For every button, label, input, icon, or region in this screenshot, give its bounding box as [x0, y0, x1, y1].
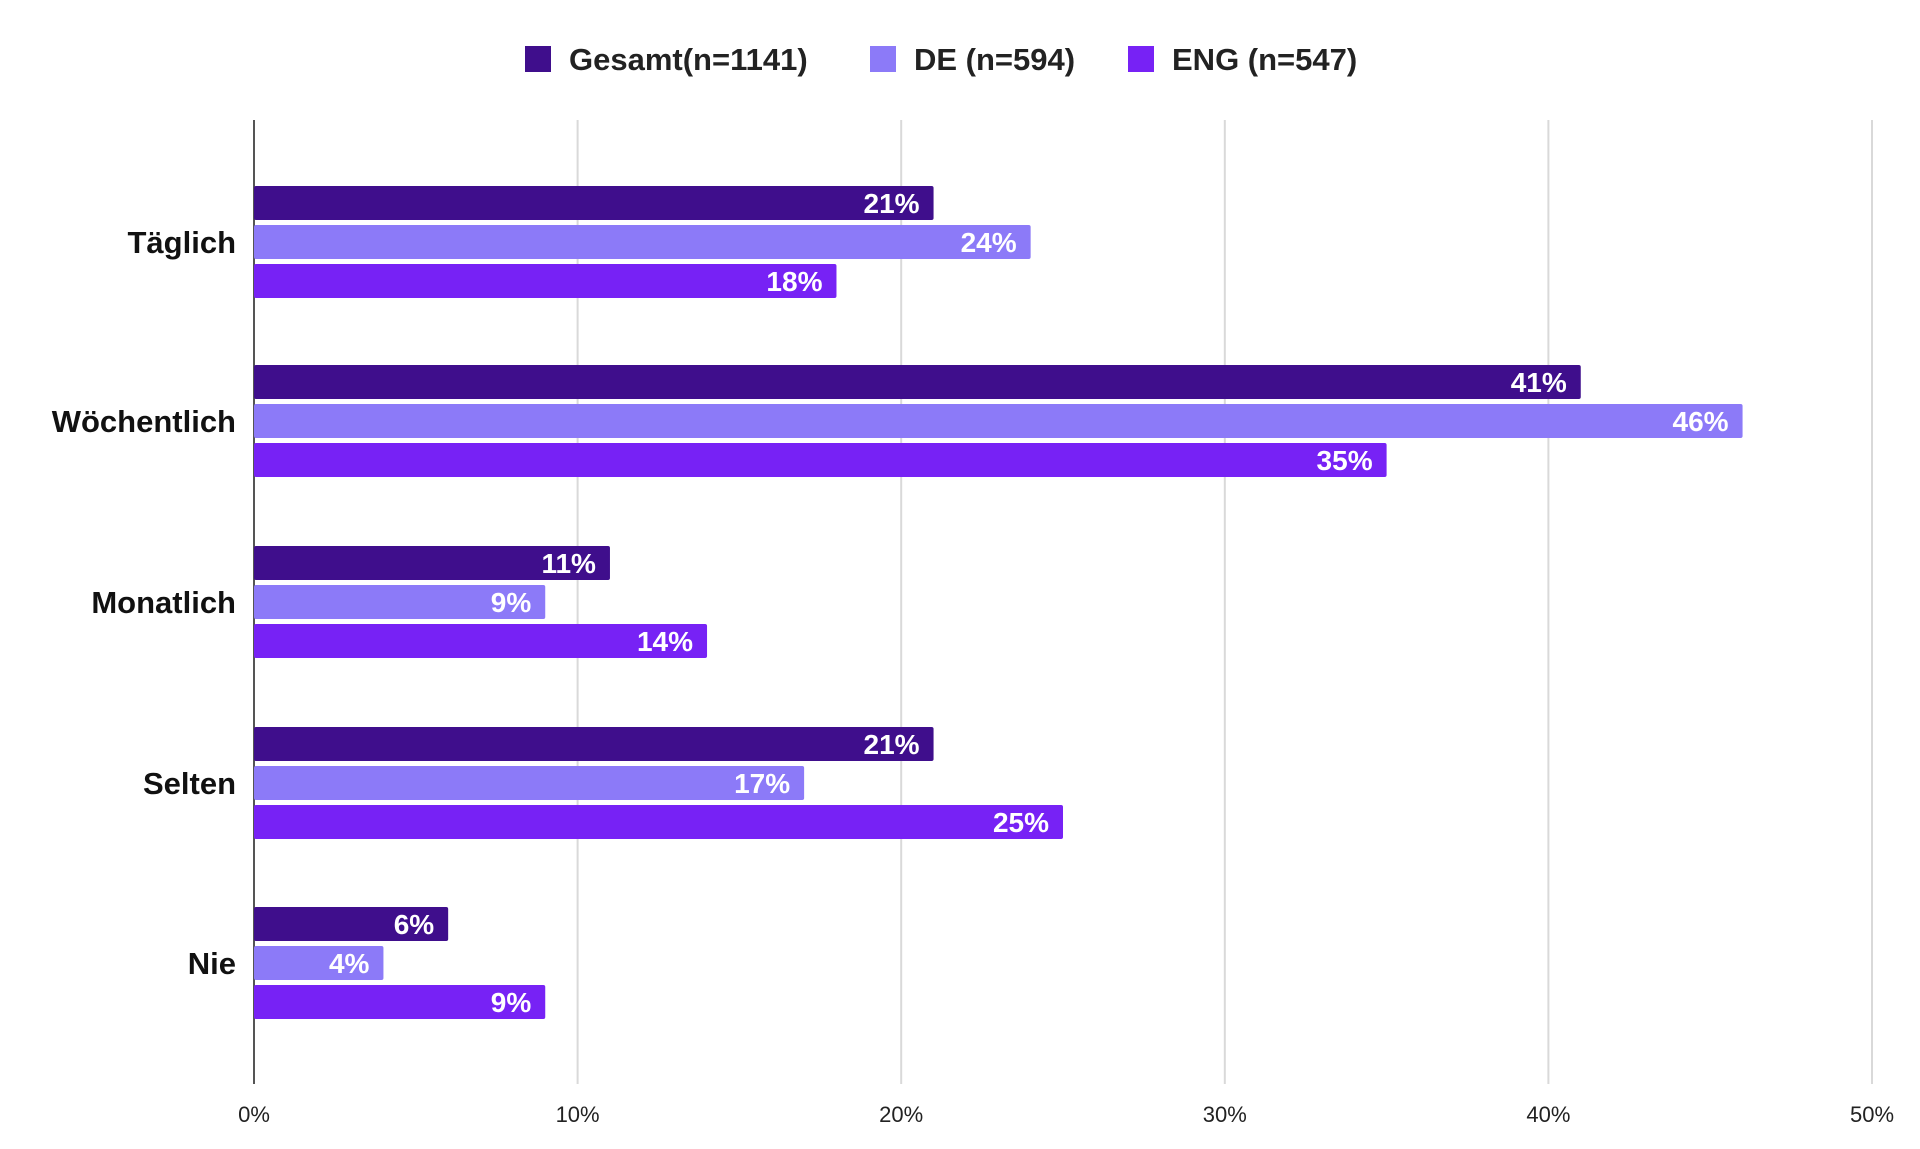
category-label: Wöchentlich	[52, 404, 236, 439]
legend-swatch	[870, 46, 896, 72]
x-tick-label: 20%	[879, 1102, 923, 1127]
x-tick-label: 50%	[1850, 1102, 1894, 1127]
bar	[254, 727, 934, 761]
data-label: 11%	[541, 548, 596, 579]
data-label: 6%	[394, 909, 435, 940]
data-label: 9%	[491, 587, 532, 618]
data-label: 41%	[1511, 367, 1567, 398]
category-label: Nie	[188, 946, 236, 981]
category-label: Selten	[143, 766, 236, 801]
bar	[254, 907, 449, 941]
category-label: Täglich	[127, 225, 236, 260]
category-label: Monatlich	[91, 585, 236, 620]
legend-label: Gesamt(n=1141)	[569, 42, 808, 77]
data-label: 17%	[734, 768, 790, 799]
legend-label: ENG (n=547)	[1172, 42, 1357, 77]
x-tick-label: 30%	[1203, 1102, 1247, 1127]
bar	[254, 225, 1031, 259]
bar	[254, 546, 610, 580]
bar	[254, 985, 546, 1019]
data-label: 25%	[993, 807, 1049, 838]
data-label: 21%	[864, 188, 920, 219]
legend-swatch	[1128, 46, 1154, 72]
bar	[254, 365, 1581, 399]
bar	[254, 805, 1063, 839]
x-tick-label: 40%	[1526, 1102, 1570, 1127]
x-tick-label: 10%	[556, 1102, 600, 1127]
bar	[254, 443, 1387, 477]
data-label: 4%	[329, 948, 370, 979]
x-tick-label: 0%	[238, 1102, 270, 1127]
bar	[254, 404, 1743, 438]
bar	[254, 186, 934, 220]
bar	[254, 585, 546, 619]
data-label: 14%	[637, 626, 693, 657]
bar	[254, 264, 837, 298]
data-label: 24%	[961, 227, 1017, 258]
legend-swatch	[525, 46, 551, 72]
data-label: 21%	[864, 729, 920, 760]
data-label: 35%	[1317, 445, 1373, 476]
bar	[254, 624, 708, 658]
data-label: 18%	[766, 266, 822, 297]
data-label: 46%	[1673, 406, 1729, 437]
data-label: 9%	[491, 987, 532, 1018]
legend-label: DE (n=594)	[914, 42, 1075, 77]
bar	[254, 766, 805, 800]
bar	[254, 946, 384, 980]
